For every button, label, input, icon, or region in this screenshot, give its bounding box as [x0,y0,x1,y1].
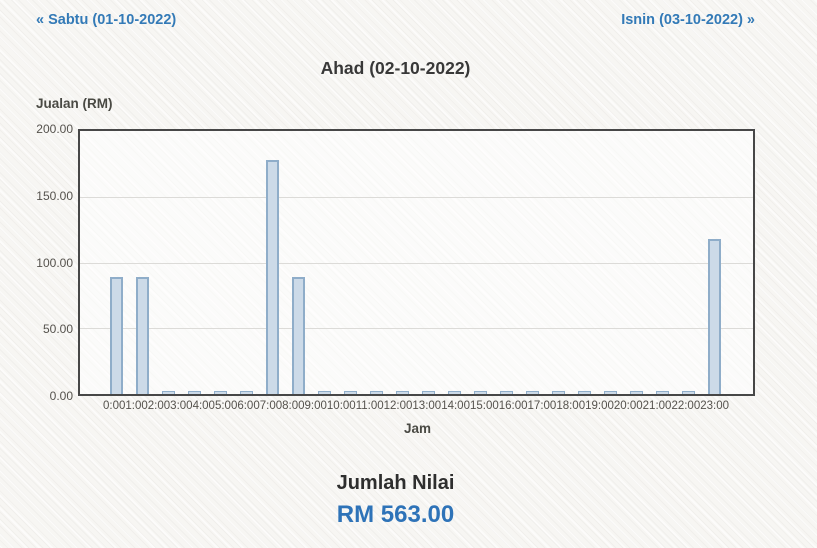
bar-column [311,131,337,394]
x-tick-label: 15:00 [469,400,499,412]
plot-area [78,129,755,396]
bar-23:00 [707,238,721,394]
bar-17:00 [551,391,565,394]
x-tick-label: 19:00 [585,400,614,412]
x-tick-label: 3:00 [170,400,193,412]
page-title: Ahad (02-10-2022) [320,58,471,78]
y-tick-label: 50.00 [42,322,73,337]
hourly-sales-bar-chart: Jualan (RM) 200.00 150.00 100.00 50.00 0.00 … [36,96,755,438]
x-tick-label: 14:00 [441,400,470,412]
x-tick-label: 9:00 [304,400,327,412]
bar-column [233,131,259,394]
y-axis-title: Jualan (RM) [36,96,113,111]
bar-column [571,131,597,394]
bar-column [155,131,181,394]
y-tick-label: 100.00 [36,255,73,270]
x-tick-label: 6:00 [237,400,260,412]
x-tick-label: 21:00 [642,400,672,412]
bar-1:00 [135,276,149,394]
bar-19:00 [603,391,617,394]
bar-9:00 [343,391,357,394]
bar-4:00 [213,391,227,394]
bar-column [623,131,649,394]
bar-column [285,131,311,394]
x-tick-label: 4:00 [192,400,215,412]
total-value: RM 563.00 [336,501,455,528]
x-tick-label: 5:00 [214,400,238,412]
total-summary: Jumlah Nilai RM 563.00 [36,472,755,529]
bar-14:00 [473,391,487,394]
next-day-link[interactable]: Isnin (03-10-2022) » [621,12,755,28]
bar-column [337,131,363,394]
x-tick-label: 23:00 [700,400,729,412]
bar-12:00 [421,391,435,394]
bar-6:00 [265,159,279,394]
bar-column [259,131,285,394]
plot-wrapper: 200.00 150.00 100.00 50.00 0.00 [36,122,755,403]
bar-column [519,131,545,394]
bar-13:00 [447,391,461,394]
x-tick-label: 12:00 [383,400,413,412]
x-tick-label: 7:00 [259,400,283,412]
y-tick-label: 0.00 [49,389,73,403]
bar-3:00 [187,391,201,394]
bar-0:00 [109,276,123,394]
bar-column [675,131,701,394]
bar-column [103,131,129,394]
bar-8:00 [317,391,331,394]
y-tick-label: 150.00 [36,188,73,203]
bar-column [207,131,233,394]
bar-column [389,131,415,394]
x-axis-ticks: 0:00 1:00 2:00 3:00 4:00 5:00 6:00 7:00 8:00 9:00… [80,396,755,413]
x-tick-label: 2:00 [147,400,171,412]
bar-18:00 [577,391,591,394]
x-tick-label: 18:00 [556,400,586,412]
bar-15:00 [499,391,513,394]
bar-2:00 [161,391,175,394]
x-tick-label: 20:00 [613,400,643,412]
bars-row [103,131,727,394]
bar-column [441,131,467,394]
x-tick-label: 13:00 [412,400,442,412]
bar-column [597,131,623,394]
bar-11:00 [395,391,409,394]
x-tick-label: 1:00 [125,400,148,412]
prev-day-link[interactable]: « Sabtu (01-10-2022) [36,12,177,28]
bar-column [545,131,571,394]
bar-column [129,131,155,394]
gridline [80,328,753,330]
x-tick-label: 11:00 [355,400,384,412]
gridline [80,196,753,198]
x-tick-label: 22:00 [671,400,701,412]
total-label: Jumlah Nilai [336,472,455,494]
bar-7:00 [291,276,305,394]
bar-column [493,131,519,394]
day-navigation: « Sabtu (01-10-2022) Isnin (03-10-2022) … [36,12,755,38]
x-tick-label: 17:00 [527,400,557,412]
y-axis-ticks: 200.00 150.00 100.00 50.00 0.00 [36,122,78,403]
bar-column [649,131,675,394]
bar-column [701,131,727,394]
x-tick-label: 0:00 [103,400,126,412]
x-axis-title: Jam [403,421,432,436]
bar-column [467,131,493,394]
x-tick-label: 16:00 [498,400,528,412]
bar-5:00 [239,391,253,394]
daily-sales-report-page: « Sabtu (01-10-2022) Isnin (03-10-2022) … [36,12,755,529]
bar-column [181,131,207,394]
bar-20:00 [629,391,643,394]
bar-column [415,131,441,394]
bar-21:00 [655,391,669,394]
y-tick-label: 200.00 [36,122,73,136]
gridline [80,262,753,264]
bar-10:00 [369,391,383,394]
x-tick-label: 8:00 [282,400,305,412]
bar-column [363,131,389,394]
bar-22:00 [681,391,695,394]
x-tick-label: 10:00 [326,400,356,412]
bar-16:00 [525,391,539,394]
